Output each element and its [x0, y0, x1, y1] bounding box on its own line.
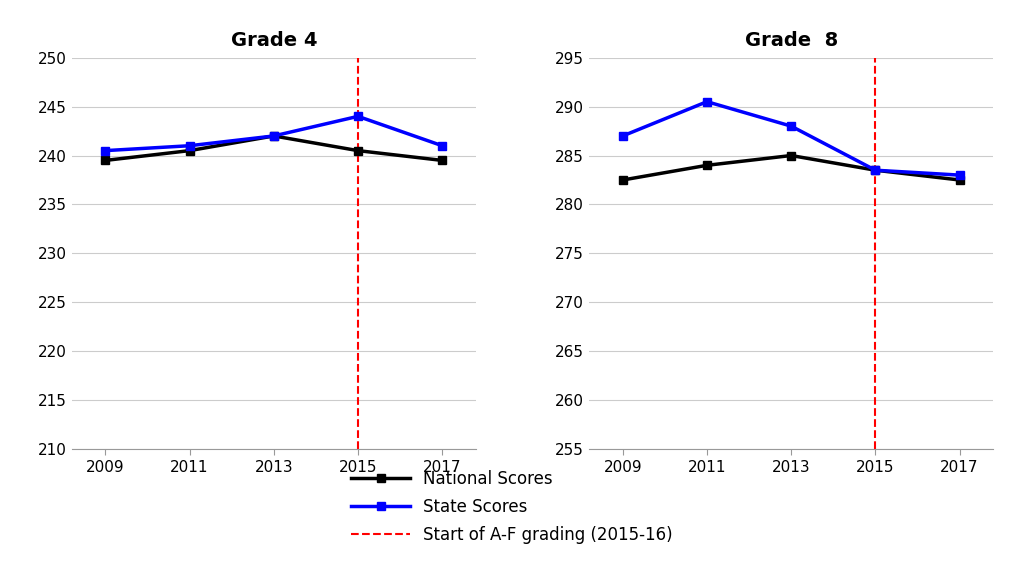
- Title: Grade  8: Grade 8: [744, 32, 838, 51]
- Title: Grade 4: Grade 4: [230, 32, 317, 51]
- Legend: National Scores, State Scores, Start of A-F grading (2015-16): National Scores, State Scores, Start of …: [345, 463, 679, 551]
